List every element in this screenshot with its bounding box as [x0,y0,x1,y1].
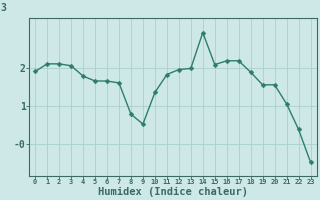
Text: 3: 3 [0,3,6,13]
X-axis label: Humidex (Indice chaleur): Humidex (Indice chaleur) [98,186,248,197]
